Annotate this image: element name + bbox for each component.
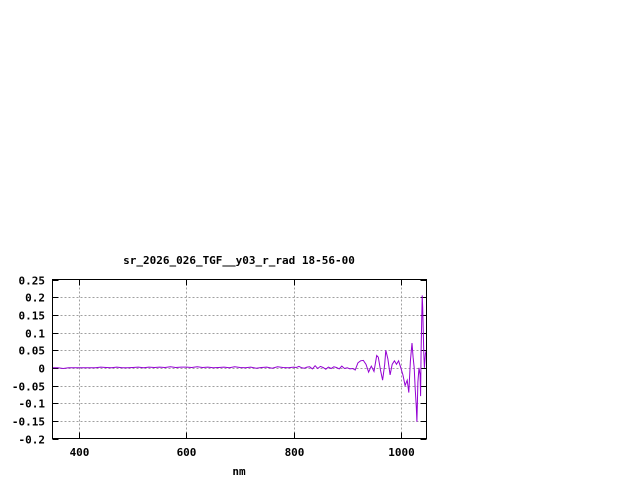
y-tick-label: -0.2	[19, 434, 46, 447]
chart-title: sr_2026_026_TGF__y03_r_rad 18-56-00	[123, 254, 355, 267]
y-tick-label: 0.05	[19, 345, 46, 358]
x-tick-label: 800	[285, 446, 305, 459]
x-tick-label: 400	[70, 446, 90, 459]
x-tick-label: 600	[177, 446, 197, 459]
series-line	[52, 295, 427, 422]
plot-border	[52, 279, 427, 439]
y-tick-label: 0.2	[25, 292, 45, 305]
y-tick-label: -0.15	[12, 416, 45, 429]
y-tick-label: 0.15	[19, 310, 46, 323]
x-axis-label: nm	[232, 465, 246, 478]
grid	[52, 279, 427, 439]
y-tick-label: -0.1	[19, 398, 46, 411]
ticks: 400 600 800 1000 0.25 0.2 0.15 0.1 0.05 0 -0.05 -0.…	[12, 275, 427, 459]
x-tick-label: 1000	[388, 446, 415, 459]
y-tick-label: 0	[38, 363, 45, 376]
y-tick-label: 0.1	[25, 328, 45, 341]
y-tick-label: 0.25	[19, 275, 46, 288]
y-tick-label: -0.05	[12, 381, 45, 394]
